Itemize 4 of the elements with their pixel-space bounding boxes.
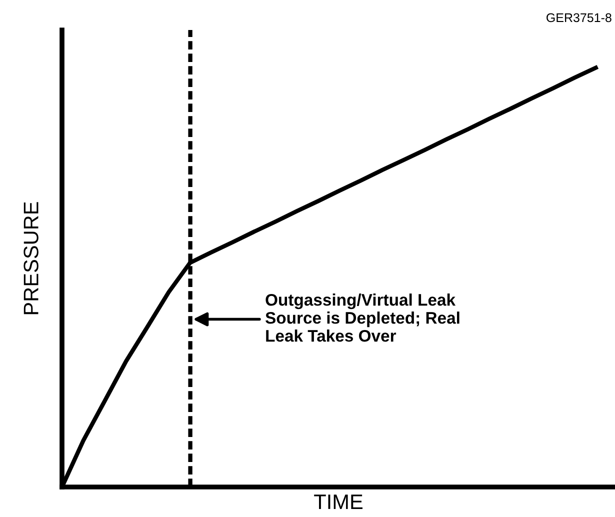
annotation: Outgassing/Virtual Leak Source is Depleted; Real Leak Takes Over [266, 294, 460, 342]
x-axis-title: TIME [314, 494, 362, 509]
text: GER3751-8 [546, 13, 612, 22]
y-axis-title: PRESSURE [24, 202, 38, 314]
